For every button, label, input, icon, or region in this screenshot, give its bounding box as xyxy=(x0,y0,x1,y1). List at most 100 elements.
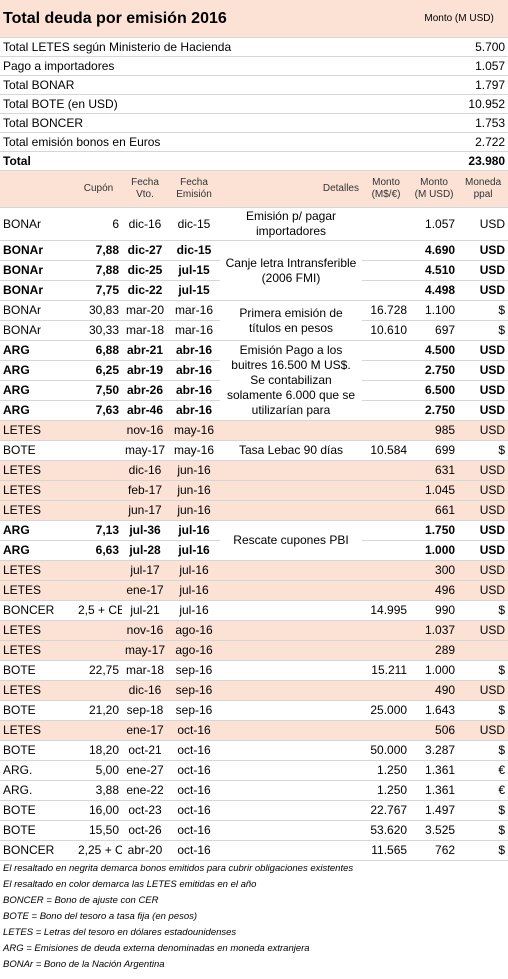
summary-value: 23.980 xyxy=(410,151,508,171)
cell: dic-15 xyxy=(168,240,220,261)
cell: $ xyxy=(458,800,508,821)
cell: LETES xyxy=(0,680,75,701)
footnote: El resaltado en color demarca las LETES … xyxy=(3,879,257,890)
cell: 7,13 xyxy=(75,520,122,541)
cell: 1.000 xyxy=(410,540,459,561)
cell xyxy=(362,340,411,361)
cell: USD xyxy=(458,420,508,441)
cell xyxy=(75,440,122,461)
cell: 3,88 xyxy=(75,780,122,801)
cell: $ xyxy=(458,300,508,321)
cell: jul-36 xyxy=(122,520,168,541)
summary-label: Total xyxy=(0,151,411,171)
cell: 661 xyxy=(410,500,459,521)
cell: jun-17 xyxy=(122,500,168,521)
cell: 30,33 xyxy=(75,320,122,341)
data-row: LETES jul-17 jul-16 300 USD xyxy=(0,560,508,581)
column-header: Fecha Vto. xyxy=(122,170,168,208)
cell xyxy=(75,420,122,441)
cell: BOTE xyxy=(0,700,75,721)
cell: 1.250 xyxy=(362,760,411,781)
data-row: BONAr 7,88 dic-27 dic-15 Canje letra Intrans… xyxy=(0,240,508,301)
cell: 631 xyxy=(410,460,459,481)
summary-label: Total emisión bonos en Euros xyxy=(0,132,411,152)
summary-row: Total BONAR 1.797 xyxy=(0,75,508,95)
cell xyxy=(362,420,411,441)
cell: ago-16 xyxy=(168,640,220,661)
cell: BOTE xyxy=(0,820,75,841)
cell: ARG xyxy=(0,380,75,401)
cell xyxy=(75,620,122,641)
cell xyxy=(362,520,411,541)
summary-label: Total BOTE (en USD) xyxy=(0,94,411,114)
cell xyxy=(75,680,122,701)
cell: 1.057 xyxy=(410,207,459,241)
summary-label: Total BONCER xyxy=(0,113,411,133)
cell: BONAr xyxy=(0,280,75,301)
data-row: BONAr 30,83 mar-20 mar-16 Primera emisión de… xyxy=(0,300,508,341)
cell: ARG xyxy=(0,520,75,541)
cell: sep-16 xyxy=(168,680,220,701)
cell xyxy=(362,260,411,281)
cell: 289 xyxy=(410,640,459,661)
cell: abr-46 xyxy=(122,400,168,421)
cell: ARG xyxy=(0,540,75,561)
cell: jun-16 xyxy=(168,480,220,501)
cell: 6 xyxy=(75,207,122,241)
cell xyxy=(220,660,362,681)
cell xyxy=(75,480,122,501)
summary-row: Total LETES según Ministerio de Hacienda… xyxy=(0,37,508,57)
data-row: BONAr 6 dic-16 dic-15 Emisión p/ pagar impor… xyxy=(0,207,508,241)
cell: sep-16 xyxy=(168,660,220,681)
footnotes: El resaltado en negrita demarca bonos em… xyxy=(0,861,508,973)
cell: $ xyxy=(458,840,508,861)
cell: BONAr xyxy=(0,240,75,261)
data-row: ARG 6,25 abr-19 abr-16 2.750 USD xyxy=(0,360,508,381)
cell: 4.498 xyxy=(410,280,459,301)
cell: 699 xyxy=(410,440,459,461)
footnote: BOTE = Bono del tesoro a tasa fija (en p… xyxy=(3,911,198,922)
data-row: ARG 6,63 jul-28 jul-16 1.000 USD xyxy=(0,540,508,561)
data-row: LETES ene-17 jul-16 496 USD xyxy=(0,580,508,601)
data-row: LETES feb-17 jun-16 1.045 USD xyxy=(0,480,508,501)
data-row: BOTE may-17 may-16 Tasa Lebac 90 días 10.584… xyxy=(0,440,508,461)
data-row: BONAr 30,33 mar-18 mar-16 10.610 697 $ xyxy=(0,320,508,341)
cell: 1.361 xyxy=(410,780,459,801)
cell xyxy=(220,580,362,601)
data-row: LETES dic-16 jun-16 631 USD xyxy=(0,460,508,481)
cell: USD xyxy=(458,460,508,481)
cell: LETES xyxy=(0,460,75,481)
cell: 50.000 xyxy=(362,740,411,761)
cell: 697 xyxy=(410,320,459,341)
cell xyxy=(220,620,362,641)
cell: $ xyxy=(458,740,508,761)
cell: sep-16 xyxy=(168,700,220,721)
cell: sep-18 xyxy=(122,700,168,721)
cell: ARG xyxy=(0,360,75,381)
data-row: ARG. 5,00 ene-27 oct-16 1.250 1.361 € xyxy=(0,760,508,781)
cell: LETES xyxy=(0,500,75,521)
cell: BONAr xyxy=(0,260,75,281)
cell: LETES xyxy=(0,480,75,501)
cell: 762 xyxy=(410,840,459,861)
cell: 1.045 xyxy=(410,480,459,501)
cell xyxy=(458,640,508,661)
data-row: ARG. 3,88 ene-22 oct-16 1.250 1.361 € xyxy=(0,780,508,801)
cell: nov-16 xyxy=(122,420,168,441)
cell: USD xyxy=(458,280,508,301)
column-header: Cupón xyxy=(75,170,122,208)
data-row: BOTE 21,20 sep-18 sep-16 25.000 1.643 $ xyxy=(0,700,508,721)
cell: € xyxy=(458,760,508,781)
cell: USD xyxy=(458,580,508,601)
cell: USD xyxy=(458,680,508,701)
cell: ARG. xyxy=(0,760,75,781)
cell xyxy=(362,680,411,701)
column-header: Fecha Emisión xyxy=(168,170,220,208)
cell: LETES xyxy=(0,420,75,441)
cell: 4.500 xyxy=(410,340,459,361)
data-row: ARG 7,13 jul-36 jul-16 Rescate cupones PBI 1.… xyxy=(0,520,508,561)
column-header: Detalles xyxy=(220,170,362,208)
data-row: ARG 7,50 abr-26 abr-16 6.500 USD xyxy=(0,380,508,401)
cell: 3.525 xyxy=(410,820,459,841)
cell xyxy=(362,480,411,501)
